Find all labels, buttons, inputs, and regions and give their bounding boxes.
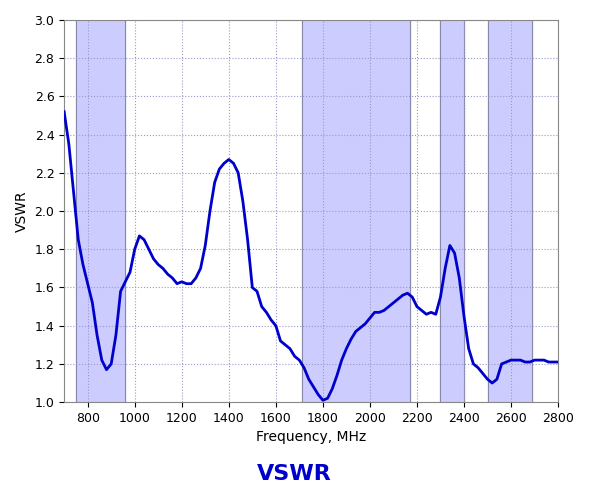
Bar: [488, 20, 532, 402]
Y-axis label: VSWR: VSWR: [15, 190, 29, 232]
Bar: [302, 20, 410, 402]
Bar: [441, 20, 464, 402]
Bar: [76, 20, 125, 402]
X-axis label: Frequency, MHz: Frequency, MHz: [256, 430, 366, 445]
Text: VSWR: VSWR: [257, 464, 332, 484]
